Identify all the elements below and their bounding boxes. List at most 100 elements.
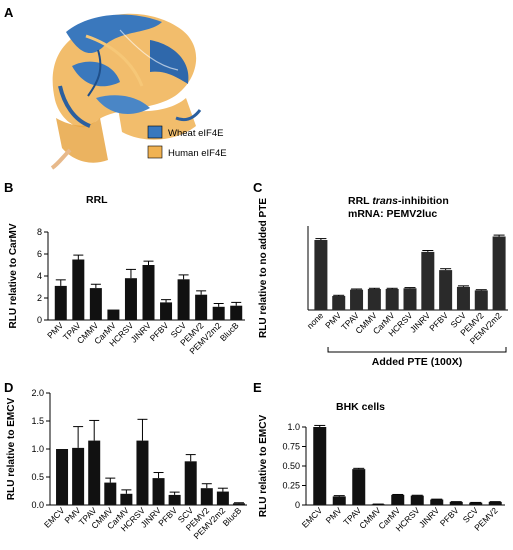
protein-structure-image	[50, 13, 202, 170]
bar-carmv	[385, 289, 399, 310]
x-tick-label: EMCV	[300, 505, 325, 530]
bar-hcrsv	[124, 278, 137, 320]
chart-title-italic: trans	[372, 195, 398, 207]
chart-title-part: -inhibition	[398, 195, 449, 207]
bar-cmmv	[104, 482, 117, 505]
bar-hcrsv	[403, 288, 417, 310]
y-tick-label: 0.5	[31, 472, 44, 482]
bar-cmmv	[371, 504, 385, 506]
y-axis-label: RLU relative to no added PTE	[258, 198, 269, 338]
bar-jinrv	[152, 478, 165, 505]
bar-none	[314, 240, 328, 310]
bar-cmmv	[367, 289, 381, 310]
bar-blucb	[230, 305, 243, 320]
x-tick-label: BlucB	[218, 320, 241, 343]
x-tick-label: PFBV	[148, 320, 171, 343]
y-tick-label: 2	[37, 293, 42, 303]
legend-swatch-wheat	[147, 125, 163, 139]
bar-pemv2	[488, 501, 502, 505]
panel-c-label: C	[253, 180, 263, 195]
bar-scv	[469, 502, 483, 505]
y-tick-label: 6	[37, 249, 42, 259]
x-tick-label: PFBV	[427, 310, 450, 333]
bar-scv	[456, 286, 470, 310]
y-tick-label: 2.0	[31, 388, 44, 398]
bar-tpav	[352, 469, 366, 505]
x-tick-label: none	[305, 310, 326, 331]
bar-blucb	[232, 503, 245, 505]
y-tick-label: 1.0	[287, 422, 300, 432]
x-tick-label: JINRV	[129, 320, 154, 345]
bar-pemv2m2	[212, 306, 225, 320]
bar-pemv2	[200, 488, 213, 505]
bar-tpav	[72, 259, 85, 320]
structure-legend: Wheat eIF4E Human eIF4E	[147, 125, 227, 159]
bar-scv	[177, 279, 190, 320]
bar-pfbv	[160, 302, 173, 320]
y-tick-label: 1.0	[31, 444, 44, 454]
x-tick-label: PFBV	[438, 505, 461, 528]
legend-label-wheat: Wheat eIF4E	[168, 128, 223, 139]
panel-a-label: A	[4, 5, 14, 20]
y-tick-label: 0.75	[282, 442, 300, 452]
bar-pmv	[332, 296, 346, 310]
x-tick-label: JINRV	[408, 310, 433, 335]
chart-title: BHK cells	[336, 401, 385, 413]
bar-carmv	[107, 309, 120, 320]
bar-hcrsv	[410, 495, 424, 505]
bar-pfbv	[168, 494, 181, 505]
bar-tpav	[350, 289, 364, 310]
bar-cmmv	[89, 288, 102, 320]
bar-carmv	[391, 494, 405, 505]
y-tick-label: 0.50	[282, 461, 300, 471]
chart-title: RRL	[86, 194, 108, 206]
chart-subtitle: mRNA: PEMV2luc	[348, 208, 437, 220]
y-tick-label: 0	[37, 315, 42, 325]
y-axis-label: RLU relative to EMCV	[6, 398, 17, 501]
bar-pmv	[332, 496, 346, 505]
y-tick-label: 0.0	[31, 500, 44, 510]
panel-b-label: B	[4, 180, 13, 195]
bar-pemv2m2	[492, 236, 506, 310]
panel-a: A Wheat eIF4E Human eIF4E	[4, 5, 227, 170]
panel-d-label: D	[4, 380, 13, 395]
x-tick-label: JINRV	[417, 505, 442, 530]
legend-label-human: Human eIF4E	[168, 148, 227, 159]
chart-panel-e: 0 0.25 0.50 0.75 1.0 RLU relative to EMCV BHK …	[258, 401, 505, 533]
bar-scv	[184, 461, 197, 505]
bar-pemv2m2	[216, 491, 229, 505]
bar-jinrv	[430, 499, 444, 505]
y-tick-label: 0.25	[282, 481, 300, 491]
panel-e-label: E	[253, 380, 262, 395]
bar-hcrsv	[136, 440, 149, 505]
y-axis-label: RLU relative to EMCV	[258, 415, 269, 518]
bar-jinrv	[142, 265, 155, 320]
added-pte-bracket	[327, 347, 507, 353]
bar-tpav	[88, 440, 101, 505]
bar-pemv2	[474, 290, 488, 310]
chart-title-part: RRL	[348, 195, 372, 207]
x-tick-label: BlucB	[221, 505, 244, 528]
bar-pemv2	[195, 294, 208, 320]
y-tick-label: 0	[295, 500, 300, 510]
bar-pfbv	[439, 270, 453, 310]
legend-swatch-human	[147, 145, 163, 159]
x-tick-label: PMV	[324, 505, 344, 525]
bar-pfbv	[449, 501, 463, 505]
bar-emcv	[56, 449, 69, 505]
chart-title: RRL trans-inhibition	[348, 195, 449, 207]
bar-pmv	[72, 447, 85, 505]
bar-jinrv	[421, 251, 435, 310]
chart-panel-c: RLU relative to no added PTE RRL trans-in…	[258, 195, 508, 368]
y-tick-label: 1.5	[31, 416, 44, 426]
y-axis-label: RLU relative to CarMV	[8, 223, 19, 328]
bar-emcv	[313, 427, 327, 505]
y-tick-label: 8	[37, 227, 42, 237]
bar-pmv	[54, 285, 67, 320]
bar-carmv	[120, 493, 133, 505]
added-pte-label: Added PTE (100X)	[372, 356, 462, 368]
y-tick-label: 4	[37, 271, 42, 281]
